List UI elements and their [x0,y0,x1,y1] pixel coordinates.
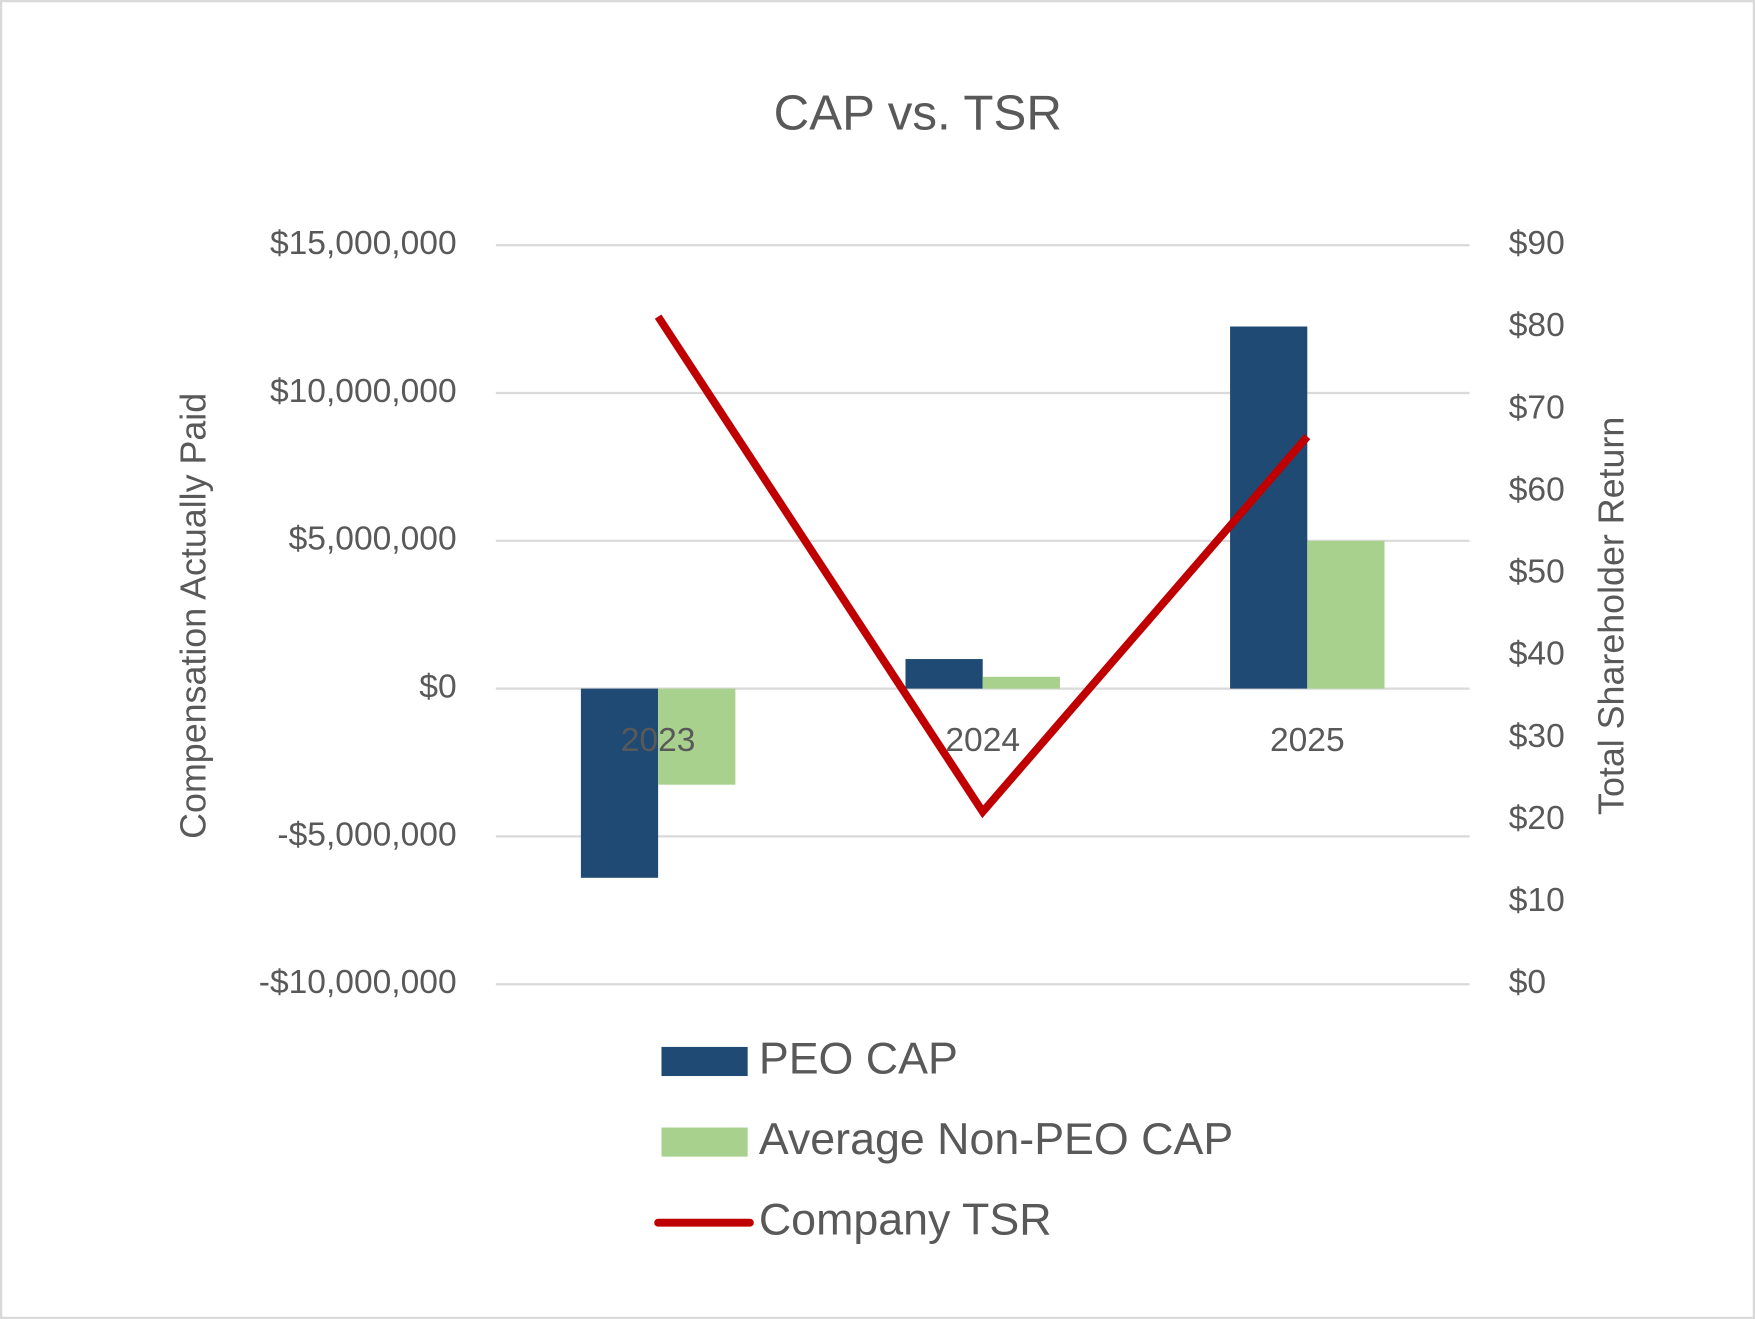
y-tick-label: $5,000,000 [289,521,457,558]
legend-label: PEO CAP [759,1033,958,1083]
bar [658,688,736,785]
y-tick-label: $0 [419,668,456,705]
y2-tick-label: $40 [1509,636,1565,673]
y-tick-label: -$5,000,000 [277,816,456,853]
y-tick-label: $10,000,000 [270,373,457,410]
legend-swatch [661,1046,748,1077]
y-axis-label: Compensation Actually Paid [173,393,213,839]
y2-tick-label: $90 [1509,225,1565,262]
y2-tick-label: $60 [1509,471,1565,508]
y2-tick-label: $50 [1509,554,1565,591]
legend-label: Company TSR [759,1195,1052,1245]
y2-tick-label: $20 [1509,800,1565,837]
y2-tick-label: $80 [1509,307,1565,344]
line [654,314,1311,819]
bar [580,688,659,878]
bar [905,659,983,689]
x-tick-label: 2024 [945,722,1020,759]
y2-tick-label: $30 [1509,718,1565,755]
bar [1307,540,1385,689]
y2-tick-label: $0 [1509,964,1546,1001]
y2-tick-label: $70 [1509,389,1565,426]
legend-swatch [661,1127,748,1157]
bar [982,676,1060,689]
legend-label: Average Non-PEO CAP [759,1114,1233,1164]
y-tick-label: -$10,000,000 [259,964,457,1001]
x-tick-label: 2025 [1270,722,1345,759]
y2-axis-label: Total Shareholder Return [1591,417,1631,815]
y2-tick-label: $10 [1509,882,1565,919]
y-tick-label: $15,000,000 [270,225,457,262]
chart-title: CAP vs. TSR [774,85,1062,140]
x-tick-label: 2023 [621,722,696,759]
